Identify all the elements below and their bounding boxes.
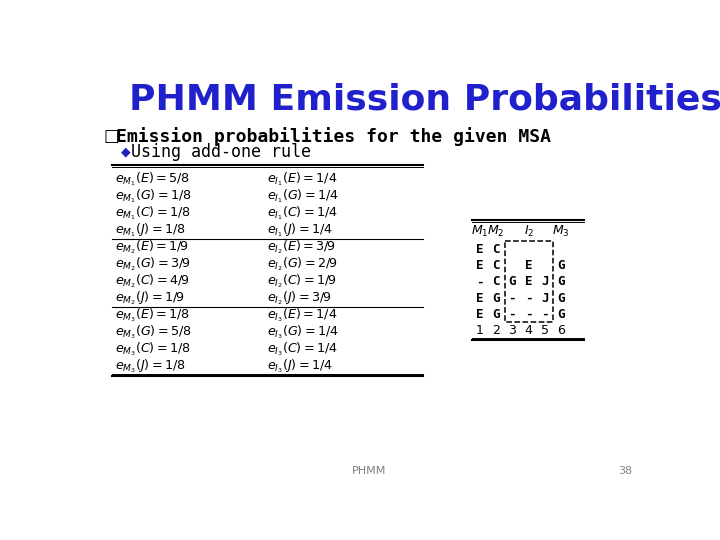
Text: $e_{M_1}(G) = 1/8$: $e_{M_1}(G) = 1/8$: [114, 188, 192, 205]
Text: 3: 3: [508, 324, 516, 337]
Text: E: E: [525, 259, 532, 272]
Bar: [505, 241, 554, 322]
Text: $e_{I_1}(C) = 1/4$: $e_{I_1}(C) = 1/4$: [267, 205, 338, 222]
Text: $e_{M_2}(G) = 3/9$: $e_{M_2}(G) = 3/9$: [114, 255, 191, 273]
Text: $e_{M_1}(C) = 1/8$: $e_{M_1}(C) = 1/8$: [114, 205, 190, 222]
Text: Emission probabilities for the given MSA: Emission probabilities for the given MSA: [116, 127, 551, 146]
Text: $e_{I_1}(J) = 1/4$: $e_{I_1}(J) = 1/4$: [267, 221, 333, 239]
Text: $e_{M_2}(J) = 1/9$: $e_{M_2}(J) = 1/9$: [114, 289, 184, 307]
Text: 4: 4: [525, 324, 533, 337]
Text: Using add-one rule: Using add-one rule: [131, 143, 311, 161]
Text: PHMM: PHMM: [352, 467, 386, 476]
Text: J: J: [541, 275, 549, 288]
Text: E: E: [476, 243, 484, 256]
Text: 1: 1: [476, 324, 484, 337]
Text: $e_{I_3}(G) = 1/4$: $e_{I_3}(G) = 1/4$: [267, 323, 340, 341]
Text: $M_1$: $M_1$: [471, 224, 489, 239]
Text: 38: 38: [618, 467, 632, 476]
Text: E: E: [476, 292, 484, 305]
Text: $e_{M_2}(C) = 4/9$: $e_{M_2}(C) = 4/9$: [114, 272, 189, 290]
Text: $e_{I_3}(C) = 1/4$: $e_{I_3}(C) = 1/4$: [267, 340, 338, 357]
Text: $e_{M_3}(J) = 1/8$: $e_{M_3}(J) = 1/8$: [114, 357, 185, 375]
Text: $I_2$: $I_2$: [523, 224, 534, 239]
Text: E: E: [476, 259, 484, 272]
Text: □: □: [104, 127, 120, 145]
Text: -: -: [508, 308, 516, 321]
Text: $e_{M_1}(J) = 1/8$: $e_{M_1}(J) = 1/8$: [114, 221, 185, 239]
Text: -: -: [508, 292, 516, 305]
Text: $e_{M_3}(E) = 1/8$: $e_{M_3}(E) = 1/8$: [114, 306, 189, 324]
Text: 2: 2: [492, 324, 500, 337]
Text: $e_{I_1}(G) = 1/4$: $e_{I_1}(G) = 1/4$: [267, 188, 340, 205]
Text: G: G: [557, 259, 565, 272]
Text: 5: 5: [541, 324, 549, 337]
Text: ◆: ◆: [121, 145, 130, 158]
Text: G: G: [557, 292, 565, 305]
Text: -: -: [541, 308, 549, 321]
Text: $e_{M_3}(G) = 5/8$: $e_{M_3}(G) = 5/8$: [114, 323, 192, 341]
Text: E: E: [525, 275, 532, 288]
Text: $e_{I_3}(J) = 1/4$: $e_{I_3}(J) = 1/4$: [267, 357, 333, 375]
Text: C: C: [492, 243, 500, 256]
Text: J: J: [541, 292, 549, 305]
Text: G: G: [492, 308, 500, 321]
Text: $e_{M_1}(E) = 5/8$: $e_{M_1}(E) = 5/8$: [114, 171, 189, 188]
Text: G: G: [492, 292, 500, 305]
Text: $e_{I_2}(G) = 2/9$: $e_{I_2}(G) = 2/9$: [267, 255, 338, 273]
Text: $e_{I_2}(C) = 1/9$: $e_{I_2}(C) = 1/9$: [267, 272, 337, 290]
Text: -: -: [525, 308, 532, 321]
Text: G: G: [508, 275, 516, 288]
Text: -: -: [476, 275, 484, 288]
Text: E: E: [476, 308, 484, 321]
Text: G: G: [557, 308, 565, 321]
Text: C: C: [492, 275, 500, 288]
Text: G: G: [557, 275, 565, 288]
Text: $M_2$: $M_2$: [487, 224, 505, 239]
Text: PHMM Emission Probabilities: PHMM Emission Probabilities: [129, 83, 720, 117]
Text: C: C: [492, 259, 500, 272]
Text: $M_3$: $M_3$: [552, 224, 570, 239]
Text: $e_{I_2}(E) = 3/9$: $e_{I_2}(E) = 3/9$: [267, 239, 336, 256]
Text: -: -: [525, 292, 532, 305]
Text: $e_{I_2}(J) = 3/9$: $e_{I_2}(J) = 3/9$: [267, 289, 332, 307]
Text: $e_{I_3}(E) = 1/4$: $e_{I_3}(E) = 1/4$: [267, 306, 338, 324]
Text: $e_{M_2}(E) = 1/9$: $e_{M_2}(E) = 1/9$: [114, 239, 189, 256]
Text: $e_{M_3}(C) = 1/8$: $e_{M_3}(C) = 1/8$: [114, 340, 190, 357]
Text: $e_{I_1}(E) = 1/4$: $e_{I_1}(E) = 1/4$: [267, 171, 338, 188]
Text: 6: 6: [557, 324, 565, 337]
